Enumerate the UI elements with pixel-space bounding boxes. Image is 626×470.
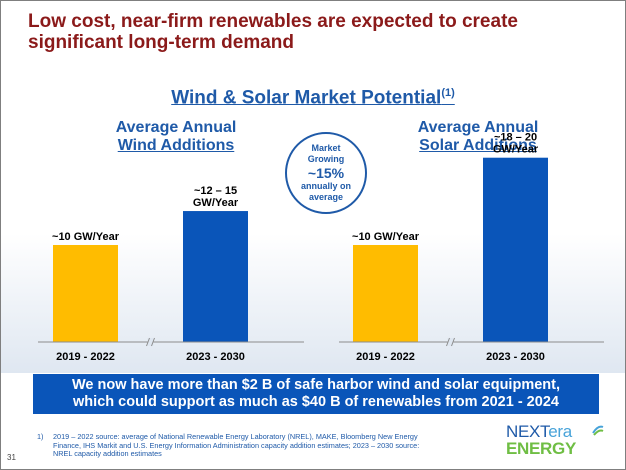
market-growth-percent: ~15% [307, 165, 345, 181]
wind-bar-2 [183, 211, 248, 342]
solar-chart-title-line-1: Average Annual [417, 119, 539, 136]
wind-data-label-2-2: GW/Year [193, 197, 239, 209]
footnote-number: 1) [37, 432, 44, 441]
wind-chart-title: Average Annual Wind Additions [76, 119, 276, 155]
solar-axis-break-mark-2 [451, 337, 455, 347]
nextera-energy-logo: NEXTera ENERGY [506, 423, 616, 463]
solar-bar-1 [353, 245, 418, 342]
section-title-footnote-ref: (1) [441, 87, 455, 99]
nextera-sun-mark-icon [592, 425, 604, 436]
market-growth-line-5: average [308, 192, 344, 202]
market-growth-badge: Market Growing ~15% annually on average [285, 132, 367, 214]
section-title-text: Wind & Solar Market Potential [171, 87, 442, 109]
wind-data-label-1-1: ~10 GW/Year [52, 231, 120, 243]
solar-chart-title-line-2: Solar Additions [419, 137, 537, 154]
logo-energy: ENERGY [506, 439, 576, 458]
banner-line-1: We now have more than $2 B of safe harbo… [72, 377, 560, 393]
slide-title-line-2: significant long-term demand [28, 32, 295, 53]
wind-category-label-1: 2019 - 2022 [56, 351, 115, 363]
wind-axis-break-mark-2 [151, 337, 155, 347]
market-growth-line-4: annually on [300, 181, 351, 191]
wind-chart-title-line-1: Average Annual [115, 119, 237, 136]
market-growth-line-2: Growing [307, 154, 345, 164]
safe-harbor-banner: We now have more than $2 B of safe harbo… [33, 374, 599, 414]
wind-bar-1 [53, 245, 118, 342]
slide-title: Low cost, near-firm renewables are expec… [28, 11, 608, 53]
solar-data-label-1-1: ~10 GW/Year [352, 231, 420, 243]
solar-category-label-2: 2023 - 2030 [486, 351, 545, 363]
solar-bar-2 [483, 157, 548, 342]
wind-axis-break-mark-1 [146, 337, 150, 347]
solar-category-label-1: 2019 - 2022 [356, 351, 415, 363]
section-title: Wind & Solar Market Potential(1) [1, 87, 625, 109]
wind-chart-title-line-2: Wind Additions [117, 137, 235, 154]
logo-era: era [548, 422, 572, 441]
slide-title-line-1: Low cost, near-firm renewables are expec… [28, 11, 518, 32]
market-growth-line-1: Market [311, 143, 341, 153]
solar-data-label-2-1: ~18 – 20 [494, 132, 537, 144]
wind-category-label-2: 2023 - 2030 [186, 351, 245, 363]
banner-line-2: which could support as much as $40 B of … [73, 394, 559, 410]
wind-data-label-2-1: ~12 – 15 [194, 185, 237, 197]
solar-axis-break-gap [447, 338, 454, 346]
wind-axis-break-gap [147, 338, 154, 346]
solar-data-label-2-2: GW/Year [493, 144, 539, 156]
solar-axis-break-mark-1 [446, 337, 450, 347]
logo-next: NEXT [506, 422, 549, 441]
footnote-text: 2019 – 2022 source: average of National … [53, 432, 420, 459]
footnote: 1) 2019 – 2022 source: average of Nation… [37, 432, 437, 459]
page-number: 31 [7, 453, 16, 462]
solar-chart-title: Average Annual Solar Additions [378, 119, 578, 155]
